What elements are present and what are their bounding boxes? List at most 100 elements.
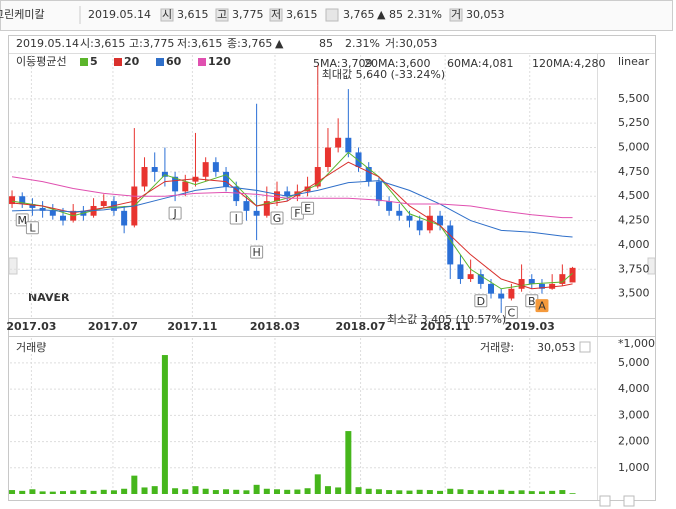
candle-body — [243, 201, 250, 211]
ma-status-label: 5MA: — [313, 57, 341, 70]
signal-box — [250, 245, 264, 259]
legend-title: 이동평균선 — [16, 55, 67, 68]
candle-body — [569, 267, 576, 283]
signal-label: I — [235, 212, 238, 225]
volume-bar — [49, 491, 56, 494]
icon — [269, 8, 283, 22]
volume-bar — [243, 490, 250, 494]
candle-body — [212, 162, 219, 172]
signal-box — [301, 201, 315, 215]
signal-label: E — [304, 202, 311, 215]
volume-bar — [508, 490, 515, 494]
ma-line — [11, 161, 573, 290]
icon — [215, 8, 229, 22]
volume-tick-label: 4,000 — [618, 382, 650, 395]
header-pct: 2.31% — [407, 8, 442, 21]
candle-body — [375, 181, 382, 202]
candle-body — [406, 215, 413, 221]
volume-bar — [426, 490, 433, 494]
y-tick-label: 5,250 — [618, 116, 650, 129]
candle-body — [386, 201, 393, 211]
volume-bar — [284, 489, 291, 494]
candle-body — [233, 186, 240, 202]
candle-body — [284, 191, 291, 197]
header-low: 3,615 — [286, 8, 318, 21]
legend-swatch — [114, 58, 122, 66]
signal-box — [229, 211, 243, 225]
volume-bar — [202, 488, 209, 494]
zoom-button[interactable] — [623, 495, 635, 507]
volume-bar — [294, 489, 301, 494]
legend-label: 120 — [208, 55, 231, 68]
icon — [449, 8, 463, 22]
info-low: 저:3,615 — [177, 37, 222, 50]
candle-body — [274, 191, 281, 202]
candle-body — [488, 283, 495, 294]
candle-body — [172, 176, 179, 192]
stock-name: 그린케미칼 — [0, 8, 45, 21]
close-button[interactable] — [579, 341, 591, 353]
info-change: 85 — [319, 37, 333, 50]
signal-label: D — [477, 295, 485, 308]
candle-body — [538, 283, 545, 289]
candle-body — [263, 201, 270, 216]
volume-bar — [386, 490, 393, 494]
info-pct: 2.31% — [345, 37, 380, 50]
volume-bar — [538, 491, 545, 494]
signal-label: G — [273, 212, 282, 225]
volume-bar — [406, 490, 413, 494]
ma-status-label: 60MA: — [447, 57, 482, 70]
volume-tick-label: 3,000 — [618, 408, 650, 421]
candle-body — [59, 215, 66, 221]
volume-bar — [100, 489, 107, 494]
volume-bar — [335, 487, 342, 494]
y-tick-label: 3,500 — [618, 287, 650, 300]
header-close: 3,765 — [343, 8, 375, 21]
volume-bar — [488, 490, 495, 494]
signal-label: F — [294, 207, 300, 220]
x-tick-label: 2017.11 — [167, 320, 217, 333]
scroll-right[interactable] — [647, 257, 656, 275]
volume-bar — [172, 488, 179, 494]
y-tick-label: 4,000 — [618, 238, 650, 251]
candle-body — [121, 210, 128, 226]
info-close: 종:3,765 — [227, 37, 272, 50]
candle-body — [324, 147, 331, 168]
scroll-left[interactable] — [8, 257, 18, 275]
ma-status-value: 3,600 — [399, 57, 431, 70]
volume-bar — [396, 490, 403, 494]
signal-box — [504, 305, 518, 319]
icon-label: 시 — [162, 8, 172, 21]
legend-label: 20 — [124, 55, 140, 68]
candle-body — [508, 288, 515, 299]
signal-box — [535, 299, 549, 313]
candle-body — [447, 225, 454, 265]
info-high: 고:3,775 — [129, 37, 174, 50]
zoom-button[interactable] — [599, 495, 611, 507]
volume-bar — [498, 489, 505, 494]
ma-line — [11, 176, 573, 219]
info-arrow: ▲ — [275, 37, 284, 50]
watermark: NAVER — [28, 291, 70, 304]
signal-box — [168, 206, 182, 220]
x-tick-label: 2017.03 — [6, 320, 56, 333]
volume-bar — [29, 489, 36, 494]
info-date: 2019.05.14 — [16, 37, 79, 50]
ma-status-value: 4,081 — [482, 57, 514, 70]
volume-bar — [263, 488, 270, 494]
candle-body — [335, 137, 342, 148]
volume-bar — [253, 484, 260, 494]
legend-swatch — [198, 58, 206, 66]
volume-bar — [304, 488, 311, 494]
y-tick-label: 4,500 — [618, 189, 650, 202]
volume-bar — [314, 474, 321, 494]
volume-bar — [528, 491, 535, 494]
candle-body — [223, 171, 230, 187]
candle-body — [253, 210, 260, 216]
volume-bar — [182, 489, 189, 494]
volume-tick-label: 2,000 — [618, 435, 650, 448]
legend-label: 60 — [166, 55, 182, 68]
volume-bar — [90, 490, 97, 494]
volume-bar — [447, 488, 454, 494]
